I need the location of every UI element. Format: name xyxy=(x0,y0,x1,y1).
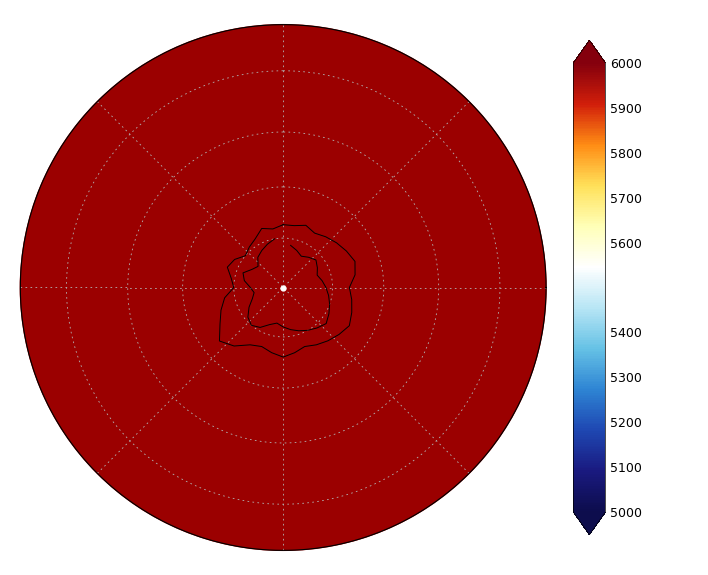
PathPatch shape xyxy=(573,512,605,535)
Circle shape xyxy=(21,25,546,550)
PathPatch shape xyxy=(573,40,605,63)
